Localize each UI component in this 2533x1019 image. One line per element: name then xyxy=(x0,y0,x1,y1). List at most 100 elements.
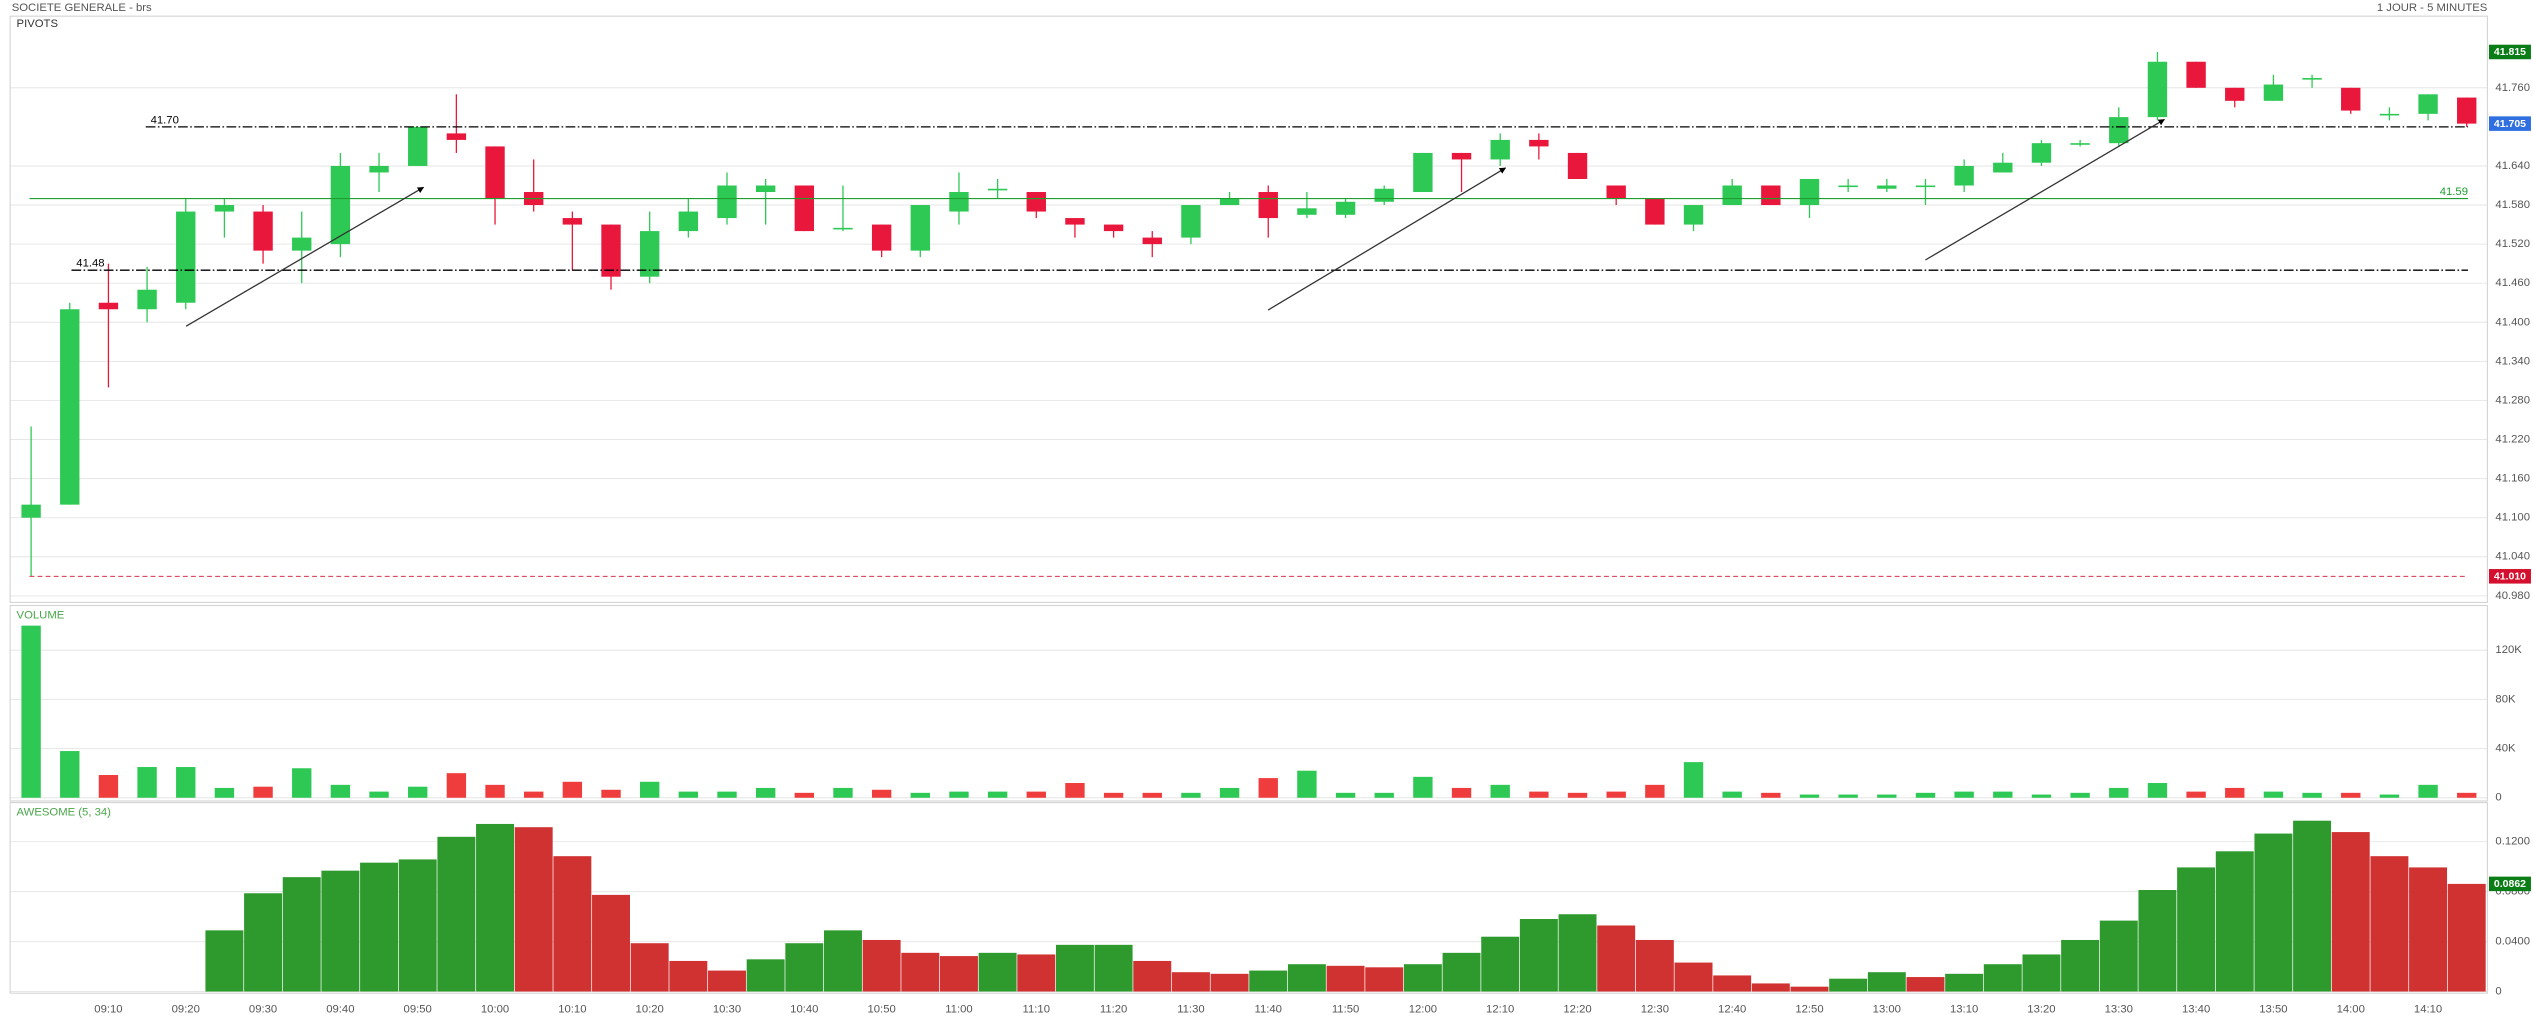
x-tick-label: 11:50 xyxy=(1332,1003,1359,1015)
bar xyxy=(292,768,312,798)
candle-body xyxy=(1297,208,1317,215)
labels-layer: 09:10 09:20 09:30 09:40 09:50 10:00 10:10 10:20… xyxy=(76,44,2531,1015)
bar xyxy=(833,787,853,798)
bar xyxy=(2225,787,2245,798)
candle-body xyxy=(2341,87,2361,111)
bar xyxy=(2418,784,2438,798)
bar xyxy=(98,775,119,798)
panel-title: AWESOME (5, 34) xyxy=(17,806,112,818)
marks-layer xyxy=(21,51,2486,992)
bar xyxy=(678,791,699,798)
candle-body xyxy=(214,205,235,212)
bar xyxy=(562,781,583,798)
bar xyxy=(2263,791,2284,798)
bar xyxy=(1645,784,1665,798)
bar xyxy=(978,952,1017,992)
candle-body xyxy=(871,224,892,251)
candle-body xyxy=(2070,143,2090,145)
candle-body xyxy=(485,146,505,199)
candle-body xyxy=(60,309,80,505)
bar xyxy=(1906,977,1945,992)
candle-body xyxy=(408,126,428,166)
candle-body xyxy=(1142,237,1162,245)
bar xyxy=(1567,792,1588,798)
candle-body xyxy=(1722,185,1742,206)
candle-body xyxy=(1606,185,1626,199)
candle-body xyxy=(2379,113,2400,116)
y-tick-label: 0.1200 xyxy=(2495,836,2530,848)
x-tick-label: 11:10 xyxy=(1023,1003,1050,1015)
x-tick-label: 12:40 xyxy=(1718,1003,1746,1015)
candle-body xyxy=(1374,188,1394,202)
x-tick-label: 11:20 xyxy=(1100,1003,1127,1015)
bar xyxy=(939,956,978,992)
y-tick-label: 41.280 xyxy=(2495,394,2530,406)
x-tick-label: 10:50 xyxy=(867,1003,895,1015)
value-marker-label: 41.815 xyxy=(2494,47,2526,58)
bar xyxy=(2022,954,2061,992)
bar xyxy=(1993,791,2013,798)
y-tick-label: 0.0400 xyxy=(2495,936,2530,948)
x-tick-label: 12:20 xyxy=(1563,1003,1591,1015)
value-marker-label: 41.705 xyxy=(2494,119,2526,130)
awesome-panel-frame xyxy=(9,802,2488,994)
bar xyxy=(1722,791,1742,798)
x-tick-label: 10:40 xyxy=(790,1003,818,1015)
x-tick-label: 13:50 xyxy=(2259,1003,2287,1015)
candle-body xyxy=(794,185,815,232)
bar xyxy=(2293,820,2332,992)
bar xyxy=(1945,973,1984,992)
bar xyxy=(1713,975,1752,992)
x-tick-label: 10:00 xyxy=(481,1003,509,1015)
candle-body xyxy=(601,224,621,277)
bar xyxy=(1287,964,1326,992)
bar xyxy=(1103,792,1124,798)
candle-body xyxy=(176,211,196,303)
bar xyxy=(398,859,437,992)
bar xyxy=(910,792,930,798)
bar xyxy=(514,827,553,992)
x-tick-label: 13:40 xyxy=(2182,1003,2210,1015)
bar xyxy=(2254,833,2293,992)
bar xyxy=(1181,792,1201,798)
candle-body xyxy=(1838,185,1858,188)
bar xyxy=(137,767,157,798)
candle-body xyxy=(1877,185,1897,189)
bar xyxy=(2447,883,2486,992)
bar xyxy=(669,960,708,992)
bar xyxy=(1142,792,1162,798)
x-tick-label: 09:20 xyxy=(172,1003,200,1015)
candle-body xyxy=(1181,205,1201,238)
bar xyxy=(862,939,901,992)
bar xyxy=(949,791,969,798)
y-tick-label: 41.580 xyxy=(2495,199,2530,211)
bar xyxy=(1065,783,1085,798)
y-tick-label: 0 xyxy=(2495,792,2501,804)
bar xyxy=(1210,973,1249,992)
bar xyxy=(1094,944,1133,992)
bar xyxy=(1674,962,1713,992)
x-tick-label: 09:50 xyxy=(404,1003,432,1015)
candle-body xyxy=(1258,192,1278,219)
panel-title: PIVOTS xyxy=(17,18,59,30)
bar xyxy=(2070,792,2090,798)
bar xyxy=(1451,787,1472,798)
x-tick-label: 09:10 xyxy=(94,1003,122,1015)
bar xyxy=(2370,856,2409,992)
bar xyxy=(1171,972,1210,992)
bar xyxy=(553,856,592,992)
bar xyxy=(1249,970,1288,992)
y-tick-label: 41.760 xyxy=(2495,82,2530,94)
candle-body xyxy=(2147,61,2168,118)
trend-arrows xyxy=(185,118,2165,327)
bar xyxy=(1799,794,1820,798)
bar xyxy=(369,791,389,798)
bar xyxy=(1635,939,1674,992)
candle-body xyxy=(1026,192,1046,212)
y-tick-label: 40.980 xyxy=(2495,590,2530,602)
bar xyxy=(1490,784,1510,798)
candle-body xyxy=(910,205,930,251)
bar xyxy=(1790,986,1829,992)
